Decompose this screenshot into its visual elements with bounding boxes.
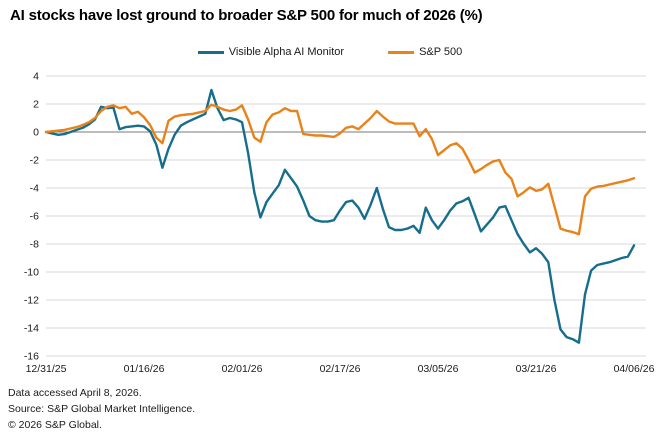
y-axis-tick-label: 4	[33, 71, 39, 83]
legend-line-swatch-icon	[197, 50, 224, 54]
legend-item-visible-alpha-ai-monitor: Visible Alpha AI Monitor	[197, 46, 345, 58]
x-axis-tick-label: 02/17/26	[320, 363, 361, 375]
y-axis-tick-label: -4	[30, 183, 39, 195]
chart-footnotes: Data accessed April 8, 2026. Source: S&P…	[8, 385, 195, 433]
y-axis-tick-label: -2	[30, 155, 39, 167]
chart-title: AI stocks have lost ground to broader S&…	[10, 7, 483, 24]
legend-label: Visible Alpha AI Monitor	[228, 46, 345, 58]
y-axis-tick-label: -12	[24, 295, 39, 307]
y-axis-tick-label: -10	[24, 267, 39, 279]
x-axis-tick-label: 03/05/26	[418, 363, 459, 375]
y-axis-tick-label: 2	[33, 99, 39, 111]
x-axis-tick-label: 01/16/26	[124, 363, 165, 375]
chart-legend: Visible Alpha AI Monitor S&P 500	[0, 44, 660, 60]
legend-item-sp-500: S&P 500	[388, 46, 462, 58]
x-axis-tick-label: 02/01/26	[222, 363, 263, 375]
footnote-source: Source: S&P Global Market Intelligence.	[8, 403, 196, 415]
series-line-1	[44, 103, 636, 236]
y-axis-tick-label: 0	[33, 127, 39, 139]
y-axis-tick-label: -8	[30, 239, 39, 251]
y-axis-tick-label: -6	[30, 211, 39, 223]
y-axis-tick-label: -14	[24, 323, 39, 335]
footnote-data-accessed: Data accessed April 8, 2026.	[8, 387, 142, 399]
legend-label: S&P 500	[419, 46, 463, 58]
footnote-copyright: © 2026 S&P Global.	[8, 419, 102, 431]
x-axis-tick-label: 04/06/26	[614, 363, 655, 375]
x-axis-tick-label: 03/21/26	[516, 363, 557, 375]
legend-line-swatch-icon	[388, 50, 415, 54]
series-line-0	[44, 88, 636, 344]
y-axis-tick-label: -16	[24, 351, 39, 363]
x-axis-tick-label: 12/31/25	[26, 363, 67, 375]
